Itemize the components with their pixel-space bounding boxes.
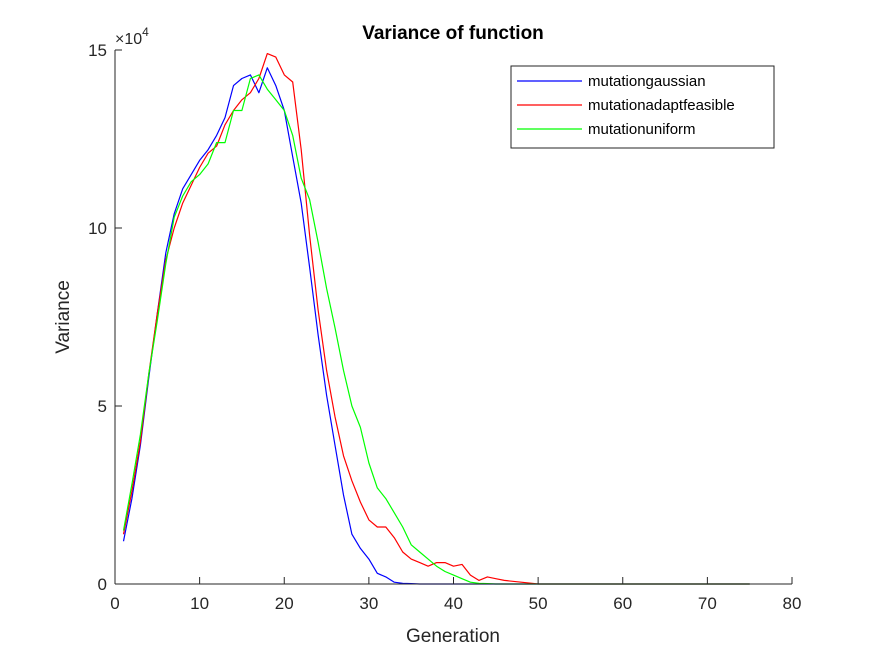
legend-box bbox=[510, 65, 775, 149]
x-tick-label: 30 bbox=[359, 594, 378, 613]
x-tick-label: 60 bbox=[613, 594, 632, 613]
x-axis-label: Generation bbox=[406, 626, 500, 647]
x-tick-label: 0 bbox=[110, 594, 119, 613]
y-exponent-base: ×10 bbox=[115, 31, 142, 48]
y-tick-label: 0 bbox=[98, 575, 107, 594]
y-axis-label: Variance bbox=[53, 280, 74, 354]
y-tick-label: 5 bbox=[98, 397, 107, 416]
legend: mutationgaussian mutationadaptfeasible mut… bbox=[510, 65, 775, 149]
axes-layer: 0 10 20 30 40 50 60 70 80 0 5 10 15 bbox=[88, 41, 801, 613]
legend-label-mutationadaptfeasible: mutationadaptfeasible bbox=[588, 97, 735, 114]
svg-text:×104: ×104 bbox=[115, 25, 149, 48]
legend-label-mutationgaussian: mutationgaussian bbox=[588, 73, 706, 90]
x-tick-label: 70 bbox=[698, 594, 717, 613]
chart-title: Variance of function bbox=[362, 23, 544, 44]
x-tick-label: 10 bbox=[190, 594, 209, 613]
y-tick-label: 15 bbox=[88, 41, 107, 60]
x-tick-label: 80 bbox=[783, 594, 802, 613]
y-axis-exponent: ×104 bbox=[115, 25, 149, 48]
series-line-mutationadaptfeasible bbox=[122, 52, 750, 585]
y-exponent-power: 4 bbox=[142, 25, 149, 39]
legend-label-mutationuniform: mutationuniform bbox=[588, 121, 696, 138]
y-tick-label: 10 bbox=[88, 219, 107, 238]
x-tick-label: 20 bbox=[275, 594, 294, 613]
series-line-mutationuniform bbox=[122, 74, 750, 585]
x-tick-label: 40 bbox=[444, 594, 463, 613]
x-tick-label: 50 bbox=[529, 594, 548, 613]
